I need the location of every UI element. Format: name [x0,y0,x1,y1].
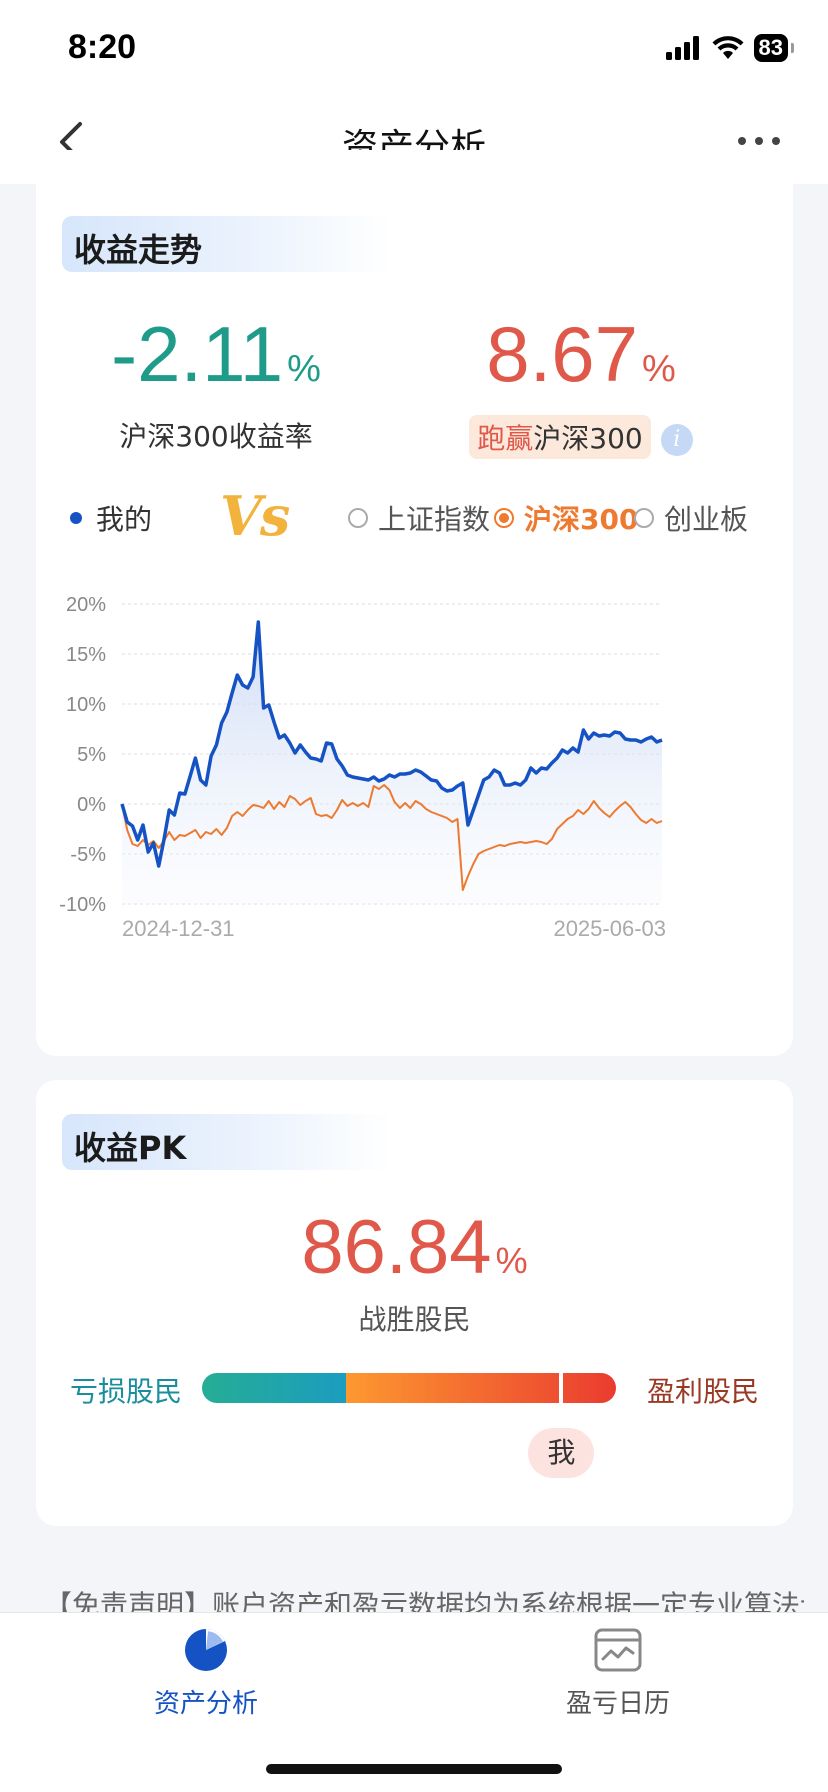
option-csi300[interactable]: 沪深300 [494,498,638,538]
my-return-stat: -2.11% 沪深300收益率 [86,314,346,455]
legend-mine: 我的 [70,498,152,538]
radio-icon [348,508,368,528]
y-tick-label: 15% [66,644,106,666]
more-icon[interactable] [734,126,784,156]
home-indicator [266,1764,562,1774]
tab-asset-analysis[interactable]: 资产分析 [106,1627,306,1720]
my-return-value: -2.11% [111,310,321,398]
radio-checked-icon [494,508,514,528]
pk-bar-profit [346,1373,616,1403]
radio-icon [634,508,654,528]
pk-value: 86.84% [301,1205,528,1290]
y-tick-label: 0% [77,794,106,816]
vs-logo: Vs [220,484,290,548]
loss-investors-label: 亏损股民 [70,1375,183,1408]
pie-chart-icon [185,1629,227,1671]
x-end-label: 2025-06-03 [553,916,666,941]
mine-dot-icon [70,512,82,524]
excess-return-label: 跑赢沪深300 i [446,415,716,459]
return-trend-card: 收益走势 -2.11% 沪深300收益率 8.67% 跑赢沪深300 i 我的 V… [36,150,793,1056]
excess-return-value: 8.67% [486,310,676,398]
y-tick-label: -10% [59,894,106,916]
section-title-pk: 收益PK [62,1114,392,1170]
tab-label: 盈亏日历 [565,1689,670,1719]
section-title-trend: 收益走势 [62,216,392,272]
series-line-benchmark [121,784,663,891]
x-start-label: 2024-12-31 [122,916,235,941]
tab-pnl-calendar[interactable]: 盈亏日历 [518,1627,718,1720]
series-line-mine [120,620,663,868]
pk-bar [202,1373,616,1403]
excess-return-stat: 8.67% 跑赢沪深300 i [446,314,716,459]
wifi-icon [712,36,744,59]
y-tick-label: 10% [66,694,106,716]
my-return-label: 沪深300收益率 [119,420,313,453]
status-icons: 83 [665,34,795,62]
beat-pill: 跑赢沪深300 [469,415,651,459]
calendar-chart-icon [594,1628,642,1672]
option-chinext[interactable]: 创业板 [634,498,748,538]
mine-area [122,622,662,904]
status-bar: 8:20 83 [0,0,828,100]
tab-bar: 资产分析 盈亏日历 [0,1612,828,1792]
status-time: 8:20 [68,28,137,66]
pk-me-badge: 我 [528,1428,595,1478]
signal-icon [665,36,699,60]
y-tick-label: -5% [70,844,106,866]
pk-bar-loss [202,1373,347,1403]
y-tick-label: 5% [77,744,106,766]
info-icon[interactable]: i [660,424,693,456]
option-shanghai-index[interactable]: 上证指数 [348,498,490,538]
profit-investors-label: 盈利股民 [646,1375,759,1408]
return-pk-card: 收益PK 86.84% 战胜股民 亏损股民 盈利股民 我 [36,1080,793,1526]
compare-legend: 我的 Vs 上证指数 沪深300 创业板 [70,484,790,548]
pk-me-marker [559,1369,564,1407]
pk-label: 战胜股民 [358,1303,471,1336]
battery-indicator: 83 [753,34,795,62]
return-chart: 20% 15% 10% 5% 0% -5% -10% 2024-12-31 2025-06-03 [59,594,666,941]
tab-label: 资产分析 [153,1689,258,1719]
y-tick-label: 20% [66,594,106,616]
